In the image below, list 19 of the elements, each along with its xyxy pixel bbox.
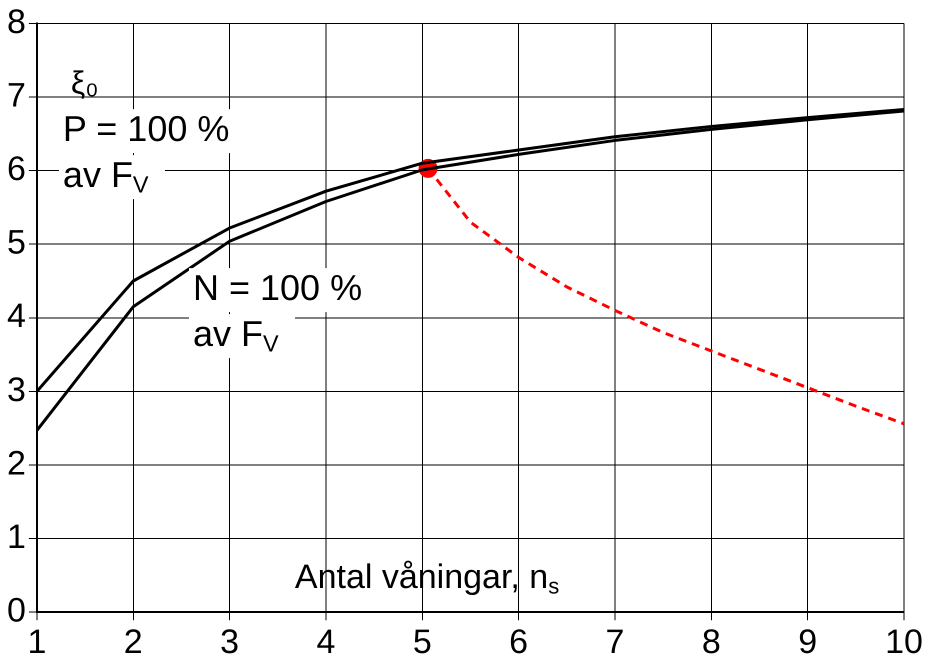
x-tick-label: 3 [220, 622, 240, 661]
x-tick-label: 8 [702, 622, 721, 661]
y-tick-label: 8 [6, 2, 26, 41]
x-tick-label: 6 [509, 622, 528, 661]
y-tick-label: 6 [6, 150, 26, 188]
y-tick-label: 3 [6, 370, 26, 409]
y-axis-title: ξ₀ [70, 64, 99, 100]
x-tick-label: 7 [606, 622, 624, 661]
y-tick-label: 1 [6, 518, 26, 556]
x-tick-label: 4 [316, 622, 336, 661]
x-tick-label: 5 [412, 622, 432, 661]
x-tick-label: 10 [885, 622, 923, 661]
y-tick-label: 0 [6, 592, 26, 630]
y-tick-label: 5 [6, 224, 26, 262]
x-tick-label: 9 [798, 622, 818, 661]
y-tick-label: 4 [6, 297, 26, 336]
y-tick-label: 2 [6, 444, 26, 482]
y-tick-label: 7 [6, 76, 26, 114]
x-tick-label: 2 [124, 622, 143, 661]
